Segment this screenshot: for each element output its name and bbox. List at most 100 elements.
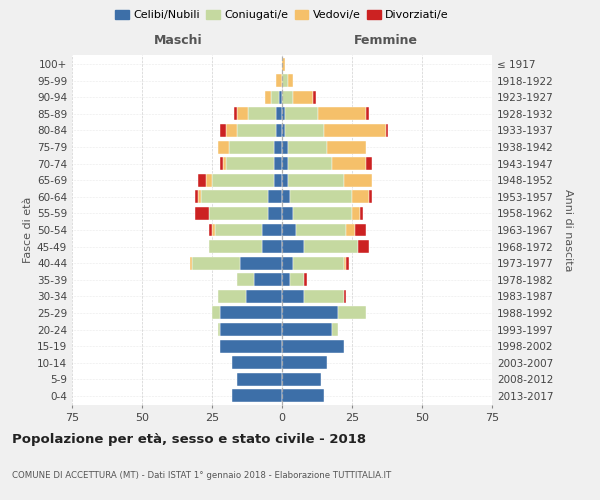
Bar [285, 108, 319, 120]
Bar [366, 157, 371, 170]
Bar [319, 108, 366, 120]
Bar [195, 190, 198, 203]
Bar [285, 124, 324, 137]
Bar [198, 190, 201, 203]
Legend: Celibi/Nubili, Coniugati/e, Vedovi/e, Divorziati/e: Celibi/Nubili, Coniugati/e, Vedovi/e, Di… [111, 6, 453, 25]
Bar [195, 207, 209, 220]
Bar [190, 256, 193, 270]
Bar [226, 124, 237, 137]
Bar [293, 207, 352, 220]
Bar [198, 174, 206, 186]
Bar [226, 157, 274, 170]
Bar [274, 140, 282, 153]
Bar [277, 74, 282, 87]
Bar [332, 323, 338, 336]
Bar [282, 58, 285, 70]
Bar [237, 274, 254, 286]
Bar [218, 290, 245, 303]
Bar [282, 207, 293, 220]
Bar [282, 274, 290, 286]
Bar [248, 108, 277, 120]
Bar [352, 190, 369, 203]
Bar [240, 256, 282, 270]
Bar [313, 91, 316, 104]
Bar [193, 256, 240, 270]
Bar [201, 190, 268, 203]
Bar [282, 306, 338, 320]
Bar [361, 207, 363, 220]
Bar [282, 323, 332, 336]
Bar [282, 174, 287, 186]
Bar [237, 124, 277, 137]
Bar [232, 356, 282, 369]
Bar [282, 390, 324, 402]
Bar [282, 190, 290, 203]
Bar [282, 74, 287, 87]
Text: COMUNE DI ACCETTURA (MT) - Dati ISTAT 1° gennaio 2018 - Elaborazione TUTTITALIA.: COMUNE DI ACCETTURA (MT) - Dati ISTAT 1°… [12, 470, 391, 480]
Bar [282, 290, 304, 303]
Bar [282, 224, 296, 236]
Bar [369, 190, 371, 203]
Bar [352, 207, 361, 220]
Text: Popolazione per età, sesso e stato civile - 2018: Popolazione per età, sesso e stato civil… [12, 432, 366, 446]
Bar [209, 207, 268, 220]
Bar [245, 290, 282, 303]
Bar [293, 91, 313, 104]
Bar [287, 74, 293, 87]
Bar [282, 91, 293, 104]
Bar [209, 240, 262, 253]
Bar [220, 340, 282, 352]
Bar [366, 108, 369, 120]
Bar [290, 190, 352, 203]
Bar [212, 306, 220, 320]
Bar [287, 174, 344, 186]
Bar [304, 240, 358, 253]
Bar [268, 207, 282, 220]
Bar [386, 124, 388, 137]
Bar [218, 140, 229, 153]
Bar [332, 157, 366, 170]
Bar [209, 224, 212, 236]
Bar [282, 356, 327, 369]
Bar [220, 124, 226, 137]
Bar [262, 240, 282, 253]
Bar [265, 91, 271, 104]
Bar [220, 157, 223, 170]
Bar [282, 124, 285, 137]
Bar [220, 323, 282, 336]
Bar [282, 108, 285, 120]
Text: Maschi: Maschi [154, 34, 203, 46]
Y-axis label: Anni di nascita: Anni di nascita [563, 188, 573, 271]
Bar [344, 256, 346, 270]
Bar [282, 373, 321, 386]
Bar [344, 174, 371, 186]
Bar [344, 290, 346, 303]
Bar [212, 224, 215, 236]
Bar [279, 91, 282, 104]
Bar [212, 174, 274, 186]
Bar [287, 140, 327, 153]
Bar [355, 224, 366, 236]
Bar [262, 224, 282, 236]
Bar [215, 224, 262, 236]
Bar [254, 274, 282, 286]
Text: Femmine: Femmine [353, 34, 418, 46]
Bar [220, 306, 282, 320]
Bar [338, 306, 366, 320]
Bar [282, 340, 344, 352]
Bar [235, 108, 237, 120]
Bar [282, 157, 287, 170]
Bar [271, 91, 279, 104]
Bar [287, 157, 332, 170]
Bar [282, 240, 304, 253]
Bar [282, 140, 287, 153]
Bar [304, 290, 344, 303]
Bar [327, 140, 366, 153]
Bar [293, 256, 344, 270]
Bar [282, 256, 293, 270]
Bar [223, 157, 226, 170]
Bar [274, 157, 282, 170]
Bar [277, 124, 282, 137]
Bar [296, 224, 346, 236]
Bar [218, 323, 220, 336]
